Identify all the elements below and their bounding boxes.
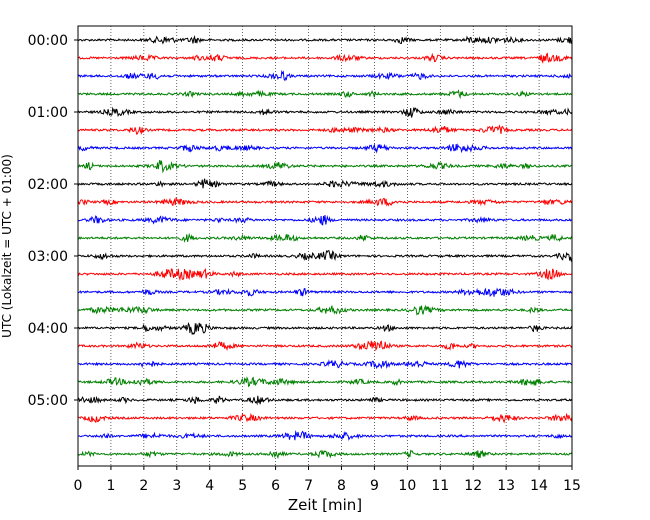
x-tick-label: 7 <box>304 478 313 494</box>
y-tick-label: 03:00 <box>28 249 68 265</box>
trace-line <box>77 69 573 82</box>
trace-line <box>77 106 573 118</box>
y-tick-label: 02:00 <box>28 177 68 193</box>
trace-line <box>77 287 573 298</box>
trace-line <box>77 321 573 336</box>
trace-line <box>77 124 573 136</box>
trace-line <box>77 143 573 154</box>
trace-line <box>77 376 573 388</box>
trace-line <box>77 52 573 64</box>
trace-line <box>77 232 573 243</box>
x-tick-label: 9 <box>370 478 379 494</box>
x-tick-label: 14 <box>530 478 548 494</box>
plot-frame <box>77 25 573 467</box>
vertical-grid-lines <box>110 26 540 466</box>
x-tick-label: 2 <box>139 478 148 494</box>
trace-line <box>77 34 573 45</box>
trace-line <box>77 197 573 207</box>
trace-line <box>77 304 573 316</box>
x-tick-label: 6 <box>271 478 280 494</box>
trace-line <box>77 215 573 226</box>
x-tick-label: 15 <box>563 478 581 494</box>
trace-line <box>77 160 573 174</box>
x-tick-label: 3 <box>172 478 181 494</box>
trace-line <box>77 430 573 441</box>
x-tick-label: 11 <box>431 478 449 494</box>
y-axis-label: UTC (Lokalzeit = UTC + 01:00) <box>0 154 14 338</box>
x-tick-label: 0 <box>74 478 83 494</box>
trace-line <box>77 89 573 100</box>
y-tick-label: 05:00 <box>28 393 68 409</box>
y-tick-label: 04:00 <box>28 321 68 337</box>
y-axis-ticks: 00:00 01:00 02:00 03:00 04:00 05:00 <box>28 33 78 409</box>
trace-line <box>77 249 573 263</box>
seismic-traces <box>77 34 573 459</box>
trace-line <box>77 178 573 189</box>
x-tick-label: 5 <box>238 478 247 494</box>
trace-line <box>77 340 573 352</box>
x-axis-ticks: 0 1 2 3 4 5 6 7 8 9 10 11 12 13 14 15 <box>74 466 581 494</box>
x-tick-label: 1 <box>106 478 115 494</box>
x-tick-label: 13 <box>497 478 515 494</box>
trace-line <box>77 449 573 459</box>
trace-line <box>77 359 573 370</box>
x-tick-label: 10 <box>398 478 416 494</box>
y-tick-label: 01:00 <box>28 105 68 121</box>
trace-line <box>77 395 573 406</box>
x-tick-label: 8 <box>337 478 346 494</box>
trace-line <box>77 267 573 282</box>
y-tick-label: 00:00 <box>28 33 68 49</box>
x-tick-label: 12 <box>464 478 482 494</box>
trace-line <box>77 412 573 424</box>
x-axis-label: Zeit [min] <box>288 496 362 514</box>
x-tick-label: 4 <box>205 478 214 494</box>
